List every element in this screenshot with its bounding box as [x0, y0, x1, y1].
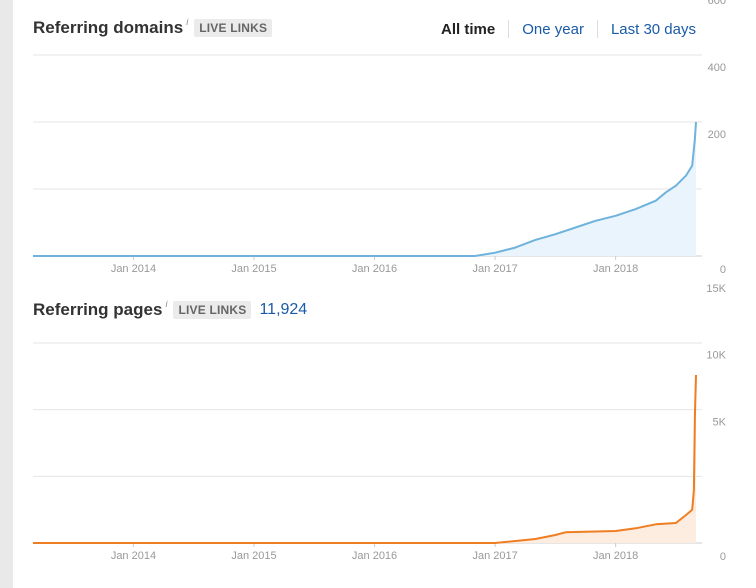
y-tick-label: 5K	[713, 416, 727, 428]
referring-pages-title: Referring pages	[33, 300, 163, 319]
series-line	[33, 121, 697, 257]
x-tick-label: Jan 2017	[472, 550, 517, 562]
series-line	[33, 374, 697, 544]
y-tick-label: 0	[720, 264, 726, 276]
referring-domains-header: Referring domains i LIVE LINKS	[33, 16, 273, 40]
referring-pages-chart: 0 5K 10K 15K Jan 2014 Jan 2015 Jan 2016 Jan 201…	[33, 283, 727, 563]
referring-pages-count[interactable]: 11,924	[259, 301, 308, 318]
live-links-badge: LIVE LINKS	[194, 19, 273, 37]
referring-pages-header: Referring pages i LIVE LINKS 11,924	[33, 298, 307, 322]
x-tick-label: Jan 2017	[472, 263, 517, 275]
backlinks-panel: Referring domains i LIVE LINKS All time …	[13, 0, 756, 588]
x-tick-label: Jan 2014	[111, 263, 156, 275]
time-range-selector: All time One year Last 30 days	[428, 20, 709, 38]
y-tick-label: 0	[720, 551, 726, 563]
x-tick-label: Jan 2015	[231, 550, 276, 562]
x-tick-label: Jan 2015	[231, 263, 276, 275]
info-icon[interactable]: i	[186, 17, 189, 27]
info-icon[interactable]: i	[165, 299, 168, 309]
series-area	[33, 375, 696, 543]
x-tick-label: Jan 2018	[593, 550, 638, 562]
referring-pages-section: Referring pages i LIVE LINKS 11,924 0 5K 1…	[13, 283, 756, 588]
divider	[596, 20, 598, 38]
y-tick-label: 15K	[706, 283, 726, 295]
x-tick-label: Jan 2016	[352, 263, 397, 275]
divider	[508, 20, 510, 38]
time-option-last-30-days[interactable]: Last 30 days	[610, 20, 696, 38]
x-tick-label: Jan 2018	[593, 263, 638, 275]
y-tick-label: 200	[708, 129, 726, 141]
time-option-one-year[interactable]: One year	[522, 20, 584, 38]
y-tick-label: 10K	[706, 350, 726, 362]
time-option-all-time[interactable]: All time	[441, 20, 496, 38]
x-tick-label: Jan 2014	[111, 550, 156, 562]
x-tick-label: Jan 2016	[352, 550, 397, 562]
y-tick-label: 600	[708, 0, 726, 7]
live-links-badge: LIVE LINKS	[173, 301, 252, 319]
referring-domains-title: Referring domains	[33, 18, 184, 37]
y-tick-label: 400	[708, 62, 726, 74]
referring-domains-chart: 0 200 400 600 Jan 2014 Jan 2015 Jan 2016 Jan 20…	[33, 0, 726, 276]
series-area	[33, 122, 696, 256]
referring-domains-section: Referring domains i LIVE LINKS All time …	[13, 0, 756, 290]
